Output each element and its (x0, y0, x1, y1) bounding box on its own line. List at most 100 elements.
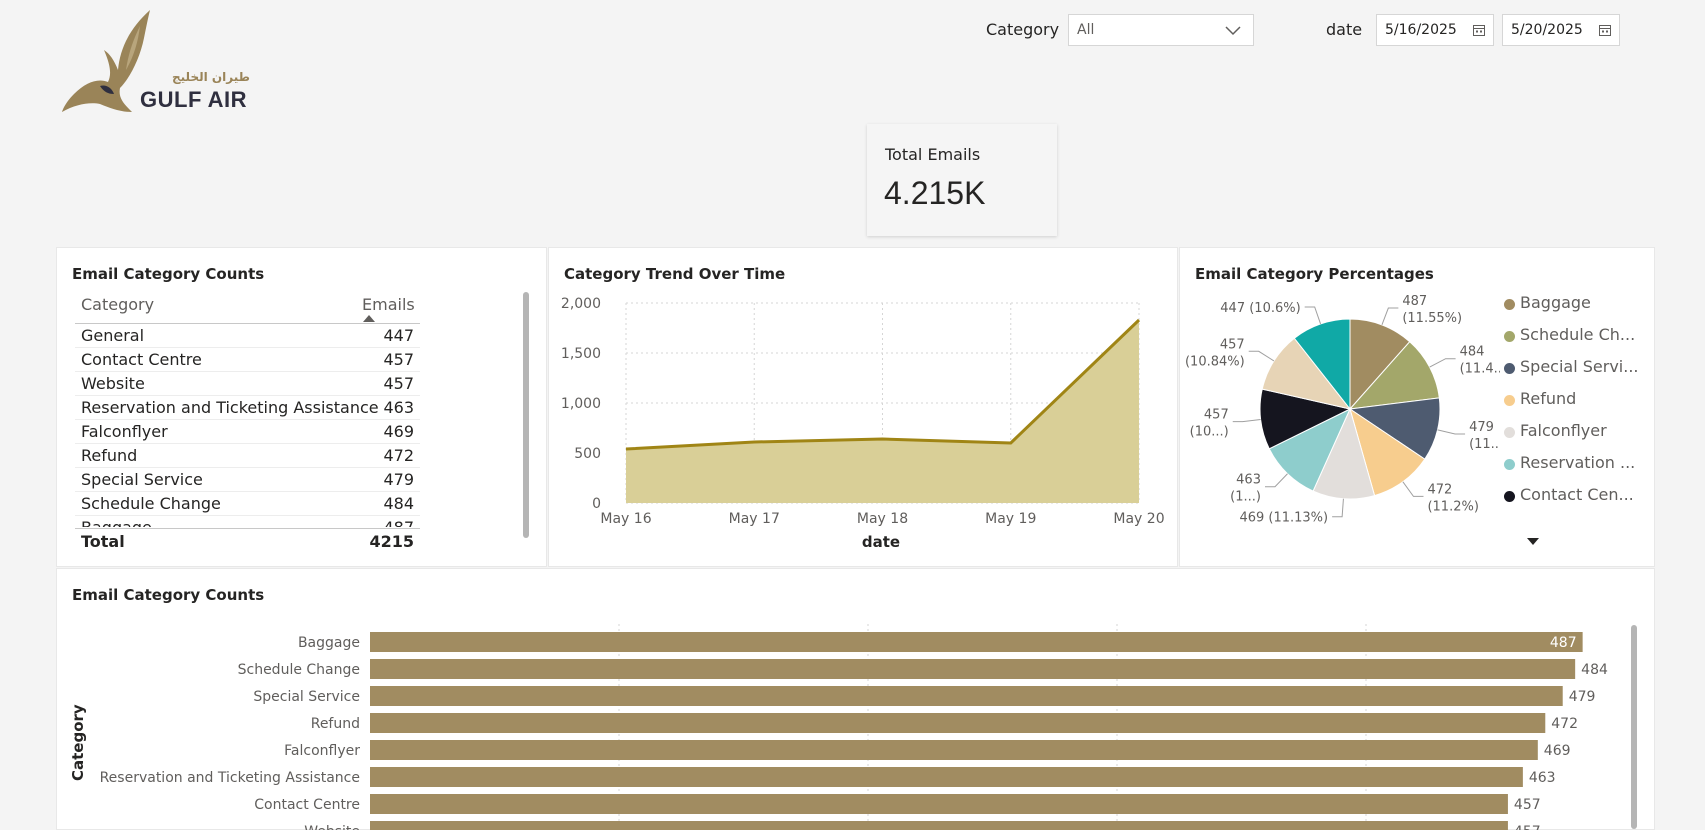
cell-emails: 479 (383, 470, 414, 489)
category-table-card[interactable]: Email Category Counts Category Emails Ge… (56, 247, 547, 567)
chevron-down-icon (1225, 26, 1241, 36)
pie-leader-line (1381, 307, 1399, 326)
bar-data-label: 487 (1550, 635, 1577, 651)
falcon-icon (62, 10, 150, 112)
bar-y-axis-title-text: Category (69, 704, 87, 781)
trend-y-tick: 1,500 (561, 346, 601, 362)
table-scrollbar[interactable] (523, 292, 529, 538)
bar-data-label: 472 (1551, 716, 1578, 732)
category-filter-label: Category (986, 20, 1060, 39)
trend-chart-card[interactable]: Category Trend Over Time 0 500 1,000 1,500 2… (548, 247, 1178, 567)
cell-category: Contact Centre (81, 350, 202, 369)
cell-category: Baggage (81, 518, 152, 527)
trend-y-tick: 2,000 (561, 296, 601, 312)
bar-category-label: Website (304, 824, 360, 830)
category-dropdown-value: All (1077, 22, 1095, 38)
pie-slice (1349, 318, 1411, 411)
table-row[interactable]: General 447 (75, 324, 420, 348)
bar-y-axis-title: Category (69, 704, 87, 781)
pie-data-label: (1...) (1230, 490, 1261, 505)
pie-data-label: 447 (10.6%) (1220, 301, 1300, 316)
bar-data-label: 469 (1544, 743, 1571, 759)
column-header-category[interactable]: Category (81, 295, 155, 314)
cell-emails: 484 (383, 494, 414, 513)
table-row[interactable]: Baggage 487 (75, 516, 420, 527)
bar-category-label: Special Service (253, 689, 360, 705)
logo-text: GULF AIR (140, 87, 248, 112)
bar (370, 632, 1583, 652)
table-body[interactable]: General 447 Contact Centre 457 Website 457 … (57, 324, 437, 527)
pie-slice (1348, 340, 1440, 410)
legend-label: Falconflyer (1520, 421, 1607, 440)
trend-y-tick: 500 (574, 446, 601, 462)
kpi-value: 4.215K (884, 175, 986, 211)
start-date-value: 5/16/2025 (1385, 22, 1457, 38)
legend-dot (1504, 331, 1515, 342)
bar-category-label: Contact Centre (254, 797, 360, 813)
table-row[interactable]: Contact Centre 457 (75, 348, 420, 372)
trend-chart[interactable]: 0 500 1,000 1,500 2,000 May 16 May 17 May 18 May… (549, 248, 1179, 568)
cell-category: Special Service (81, 470, 203, 489)
calendar-icon[interactable] (1599, 24, 1611, 36)
legend-more-icon[interactable] (1526, 537, 1540, 546)
logo-arabic-text: طيران الخليج (172, 70, 250, 84)
pie-chart[interactable]: 487 (11.55%) 484 (11.4...) 479 (11....) 472 (11… (1180, 268, 1500, 568)
pie-data-label: 457 (1220, 337, 1245, 352)
trend-x-tick: May 18 (857, 511, 908, 527)
table-row[interactable]: Schedule Change 484 (75, 492, 420, 516)
cell-category: Schedule Change (81, 494, 221, 513)
cell-category: Reservation and Ticketing Assistance (81, 398, 379, 417)
table-row[interactable]: Reservation and Ticketing Assistance 463 (75, 396, 420, 420)
category-dropdown[interactable]: All (1068, 14, 1254, 46)
pie-data-label: (10...) (1190, 425, 1229, 440)
pie-data-label: (11.55%) (1402, 311, 1462, 326)
start-date-input[interactable]: 5/16/2025 (1376, 14, 1494, 46)
trend-x-tick: May 20 (1113, 511, 1164, 527)
date-filter-label: date (1326, 20, 1363, 39)
cell-emails: 472 (383, 446, 414, 465)
legend-dot (1504, 491, 1515, 502)
bar-data-label: 457 (1514, 797, 1541, 813)
bar-data-label: 463 (1529, 770, 1556, 786)
end-date-value: 5/20/2025 (1511, 22, 1583, 38)
cell-emails: 469 (383, 422, 414, 441)
pie-data-label: (11.4...) (1460, 362, 1500, 377)
pie-data-label: 479 (1469, 420, 1494, 435)
bar-chart-scrollbar[interactable] (1631, 625, 1637, 829)
column-header-emails[interactable]: Emails (362, 295, 415, 314)
bar-data-label: 457 (1514, 824, 1541, 830)
bar (370, 794, 1508, 814)
legend-label: Refund (1520, 389, 1577, 408)
pie-leader-line (1402, 481, 1424, 497)
bar-category-label: Schedule Change (238, 662, 360, 678)
bar (370, 740, 1538, 760)
total-emails-card[interactable]: Total Emails 4.215K (867, 124, 1057, 236)
legend-label: Baggage (1520, 293, 1591, 312)
percentage-pie-card[interactable]: Email Category Percentages 487 (11.55%) 48… (1179, 247, 1655, 567)
bar-chart[interactable]: Baggage 487 Schedule Change 484 Special Serv… (57, 569, 1656, 830)
bar-chart-card[interactable]: Email Category Counts Category Baggage 48… (56, 568, 1655, 830)
legend-dot (1504, 363, 1515, 374)
trend-series-line (625, 318, 1141, 451)
end-date-input[interactable]: 5/20/2025 (1502, 14, 1620, 46)
cell-category: Falconflyer (81, 422, 168, 441)
table-row[interactable]: Special Service 479 (75, 468, 420, 492)
table-row[interactable]: Refund 472 (75, 444, 420, 468)
pie-leader-line (1332, 498, 1344, 518)
gulf-air-logo: طيران الخليج GULF AIR (60, 8, 250, 114)
bar (370, 767, 1523, 787)
cell-category: Website (81, 374, 145, 393)
pie-data-label: 484 (1460, 345, 1485, 360)
legend-dot (1504, 459, 1515, 470)
pie-leader-line (1264, 473, 1288, 488)
bar-category-label: Baggage (298, 635, 360, 651)
bar-category-label: Falconflyer (284, 743, 360, 759)
bar (370, 821, 1508, 830)
table-row[interactable]: Website 457 (75, 372, 420, 396)
pie-data-label: 472 (1427, 482, 1452, 497)
pie-leader-line (1437, 429, 1466, 435)
calendar-icon[interactable] (1473, 24, 1485, 36)
bar (370, 713, 1546, 733)
table-row[interactable]: Falconflyer 469 (75, 420, 420, 444)
total-value: 4215 (369, 532, 414, 551)
